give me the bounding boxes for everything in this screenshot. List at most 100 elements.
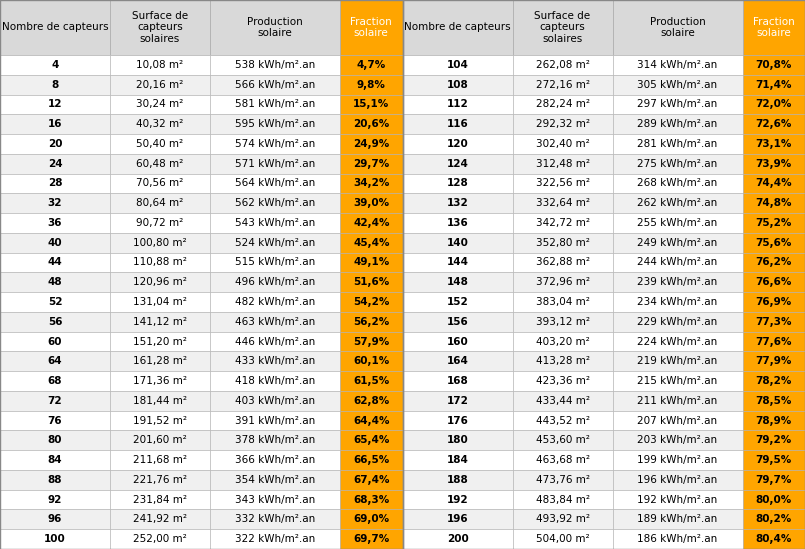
- Bar: [402, 312, 513, 332]
- Bar: [513, 391, 613, 411]
- Bar: [513, 94, 613, 114]
- Text: 272,16 m²: 272,16 m²: [535, 80, 589, 89]
- Bar: [110, 490, 210, 509]
- Text: 192 kWh/m².an: 192 kWh/m².an: [638, 495, 717, 505]
- Text: 61,5%: 61,5%: [353, 376, 390, 386]
- Bar: [110, 450, 210, 470]
- Bar: [402, 332, 513, 351]
- Bar: [210, 292, 340, 312]
- Bar: [402, 0, 513, 55]
- Bar: [742, 490, 805, 509]
- Text: 191,52 m²: 191,52 m²: [133, 416, 187, 425]
- Bar: [0, 529, 110, 549]
- Bar: [110, 75, 210, 94]
- Text: 378 kWh/m².an: 378 kWh/m².an: [235, 435, 315, 445]
- Bar: [742, 450, 805, 470]
- Text: 70,8%: 70,8%: [756, 60, 792, 70]
- Text: 73,1%: 73,1%: [756, 139, 792, 149]
- Bar: [513, 450, 613, 470]
- Text: 75,6%: 75,6%: [756, 238, 792, 248]
- Text: 504,00 m²: 504,00 m²: [535, 534, 589, 544]
- Bar: [402, 253, 513, 272]
- Text: 79,5%: 79,5%: [756, 455, 792, 465]
- Bar: [340, 411, 402, 430]
- Bar: [613, 0, 742, 55]
- Text: 77,9%: 77,9%: [756, 356, 792, 366]
- Text: 453,60 m²: 453,60 m²: [535, 435, 589, 445]
- Bar: [0, 233, 110, 253]
- Bar: [513, 213, 613, 233]
- Text: 473,76 m²: 473,76 m²: [535, 475, 589, 485]
- Bar: [210, 312, 340, 332]
- Bar: [613, 134, 742, 154]
- Bar: [742, 94, 805, 114]
- Text: 268 kWh/m².an: 268 kWh/m².an: [638, 178, 717, 188]
- Bar: [742, 154, 805, 173]
- Bar: [0, 193, 110, 213]
- Text: 144: 144: [447, 257, 469, 267]
- Bar: [340, 391, 402, 411]
- Bar: [0, 509, 110, 529]
- Bar: [0, 391, 110, 411]
- Bar: [513, 411, 613, 430]
- Text: 292,32 m²: 292,32 m²: [535, 119, 589, 129]
- Text: 215 kWh/m².an: 215 kWh/m².an: [638, 376, 717, 386]
- Bar: [210, 509, 340, 529]
- Text: 64: 64: [47, 356, 62, 366]
- Text: 203 kWh/m².an: 203 kWh/m².an: [638, 435, 717, 445]
- Text: 32: 32: [47, 198, 62, 208]
- Text: 136: 136: [447, 218, 469, 228]
- Bar: [513, 292, 613, 312]
- Text: 62,8%: 62,8%: [353, 396, 390, 406]
- Bar: [0, 272, 110, 292]
- Text: 68,3%: 68,3%: [353, 495, 390, 505]
- Text: 207 kWh/m².an: 207 kWh/m².an: [638, 416, 717, 425]
- Text: 493,92 m²: 493,92 m²: [535, 514, 589, 524]
- Text: 562 kWh/m².an: 562 kWh/m².an: [235, 198, 315, 208]
- Bar: [0, 75, 110, 94]
- Text: 71,4%: 71,4%: [756, 80, 792, 89]
- Text: 343 kWh/m².an: 343 kWh/m².an: [235, 495, 315, 505]
- Bar: [110, 173, 210, 193]
- Bar: [340, 55, 402, 75]
- Text: 34,2%: 34,2%: [353, 178, 390, 188]
- Text: 20,6%: 20,6%: [353, 119, 390, 129]
- Bar: [513, 134, 613, 154]
- Bar: [613, 114, 742, 134]
- Text: 184: 184: [447, 455, 469, 465]
- Text: 110,88 m²: 110,88 m²: [133, 257, 187, 267]
- Bar: [513, 272, 613, 292]
- Text: 77,3%: 77,3%: [756, 317, 792, 327]
- Bar: [513, 173, 613, 193]
- Text: 128: 128: [447, 178, 469, 188]
- Text: 100: 100: [44, 534, 66, 544]
- Bar: [210, 371, 340, 391]
- Text: 199 kWh/m².an: 199 kWh/m².an: [638, 455, 717, 465]
- Bar: [110, 529, 210, 549]
- Text: 42,4%: 42,4%: [353, 218, 390, 228]
- Text: 372,96 m²: 372,96 m²: [535, 277, 589, 287]
- Text: 49,1%: 49,1%: [353, 257, 390, 267]
- Bar: [0, 490, 110, 509]
- Bar: [742, 134, 805, 154]
- Bar: [402, 351, 513, 371]
- Text: 78,5%: 78,5%: [756, 396, 792, 406]
- Text: Nombre de capteurs: Nombre de capteurs: [404, 23, 511, 32]
- Bar: [513, 193, 613, 213]
- Bar: [742, 509, 805, 529]
- Text: 4: 4: [52, 60, 59, 70]
- Bar: [402, 94, 513, 114]
- Text: 44: 44: [47, 257, 62, 267]
- Bar: [340, 154, 402, 173]
- Bar: [613, 272, 742, 292]
- Text: 595 kWh/m².an: 595 kWh/m².an: [235, 119, 315, 129]
- Bar: [742, 173, 805, 193]
- Text: 76,9%: 76,9%: [756, 297, 792, 307]
- Bar: [340, 292, 402, 312]
- Bar: [742, 193, 805, 213]
- Bar: [340, 450, 402, 470]
- Bar: [0, 55, 110, 75]
- Bar: [402, 272, 513, 292]
- Bar: [402, 391, 513, 411]
- Text: 188: 188: [447, 475, 469, 485]
